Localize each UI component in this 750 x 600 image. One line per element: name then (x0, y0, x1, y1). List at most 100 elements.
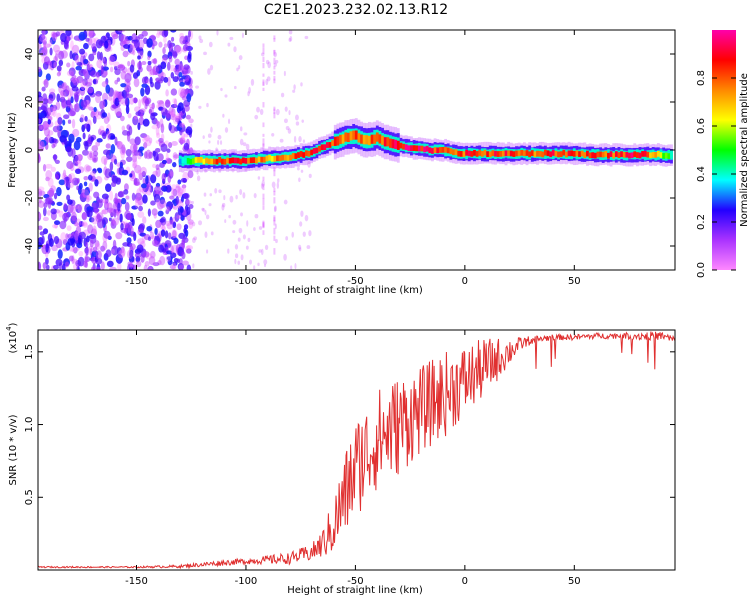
noise-speckle (62, 212, 70, 222)
noise-speckle (155, 164, 160, 171)
noise-streak (273, 167, 276, 172)
noise-speckle (274, 223, 277, 230)
noise-speckle (119, 213, 123, 223)
noise-speckle (38, 188, 43, 197)
noise-speckle (165, 255, 172, 262)
noise-speckle (57, 249, 63, 260)
noise-speckle (295, 114, 299, 121)
noise-speckle (79, 117, 84, 123)
noise-speckle (170, 36, 175, 42)
noise-speckle (67, 233, 74, 239)
spectrum-ridge (633, 151, 637, 158)
noise-speckle (189, 84, 193, 90)
noise-speckle (178, 87, 185, 97)
noise-speckle (295, 121, 300, 126)
noise-speckle (151, 239, 158, 247)
noise-speckle (298, 136, 302, 143)
spectrum-ridge (281, 154, 285, 161)
noise-speckle (168, 142, 173, 149)
noise-speckle (294, 262, 297, 270)
noise-speckle (168, 257, 173, 263)
spectrum-ridge (591, 152, 595, 158)
spectrum-ridge (620, 151, 623, 158)
noise-speckle (56, 186, 62, 197)
noise-speckle (80, 114, 85, 123)
y-tick-label: 20 (24, 96, 35, 109)
noise-speckle (274, 205, 277, 212)
noise-speckle (178, 139, 186, 144)
noise-speckle (171, 262, 177, 270)
spectrum-ridge (541, 151, 545, 158)
noise-speckle (90, 170, 96, 177)
noise-streak (262, 220, 265, 227)
noise-speckle (140, 254, 145, 263)
noise-speckle (43, 78, 49, 89)
noise-speckle (110, 152, 115, 162)
noise-speckle (59, 220, 67, 230)
noise-speckle (170, 30, 177, 33)
spectrum-ridge (265, 155, 269, 162)
noise-speckle (227, 248, 230, 254)
noise-speckle (302, 231, 306, 237)
noise-speckle (169, 64, 176, 72)
spectrum-ridge (184, 157, 187, 164)
noise-speckle (248, 86, 251, 94)
spectrum-ridge (186, 157, 190, 164)
noise-speckle (143, 264, 148, 270)
noise-speckle (183, 133, 189, 138)
noise-speckle (258, 249, 262, 253)
noise-speckle (264, 244, 269, 250)
noise-speckle (92, 168, 97, 174)
noise-speckle (55, 173, 60, 180)
noise-speckle (160, 123, 165, 134)
noise-streak (273, 35, 276, 40)
spectrum-ridge (234, 157, 237, 164)
noise-speckle (123, 189, 129, 195)
noise-speckle (224, 219, 227, 224)
spectrum-ridge (554, 150, 558, 157)
spectrum-ridge (475, 151, 479, 157)
noise-speckle (47, 209, 51, 216)
noise-speckle (76, 242, 83, 249)
noise-speckle (259, 108, 264, 115)
noise-speckle (59, 91, 66, 99)
noise-speckle (182, 260, 189, 266)
noise-speckle (109, 266, 117, 270)
noise-speckle (284, 106, 288, 112)
spectrum-ridge (635, 152, 639, 158)
noise-speckle (256, 106, 260, 113)
noise-speckle (144, 85, 151, 96)
noise-speckle (100, 261, 105, 270)
noise-speckle (101, 209, 109, 215)
noise-speckle (104, 202, 110, 208)
noise-speckle (155, 126, 160, 136)
noise-speckle (136, 188, 142, 198)
noise-speckle (113, 208, 117, 218)
noise-speckle (129, 243, 136, 251)
noise-speckle (279, 138, 284, 143)
noise-speckle (177, 120, 182, 126)
colorbar-tick-label: 0.0 (696, 262, 707, 278)
noise-speckle (187, 53, 192, 63)
spectrum-ridge (273, 156, 277, 162)
noise-speckle (98, 198, 103, 203)
noise-speckle (110, 181, 117, 187)
noise-speckle (206, 102, 209, 108)
noise-speckle (87, 150, 95, 161)
noise-speckle (132, 97, 139, 104)
noise-speckle (164, 109, 168, 115)
noise-speckle (148, 256, 156, 266)
noise-speckle (158, 41, 163, 48)
noise-speckle (183, 192, 190, 200)
noise-speckle (120, 197, 127, 205)
noise-speckle (182, 44, 189, 52)
noise-speckle (161, 173, 166, 182)
noise-speckle (203, 51, 207, 56)
noise-speckle (266, 76, 271, 82)
spectrum-ridge (247, 157, 250, 164)
spectrum-ridge (496, 151, 500, 157)
noise-speckle (85, 165, 92, 172)
spectrum-ridge (320, 144, 324, 151)
noise-streak (262, 43, 265, 48)
noise-speckle (280, 92, 285, 98)
